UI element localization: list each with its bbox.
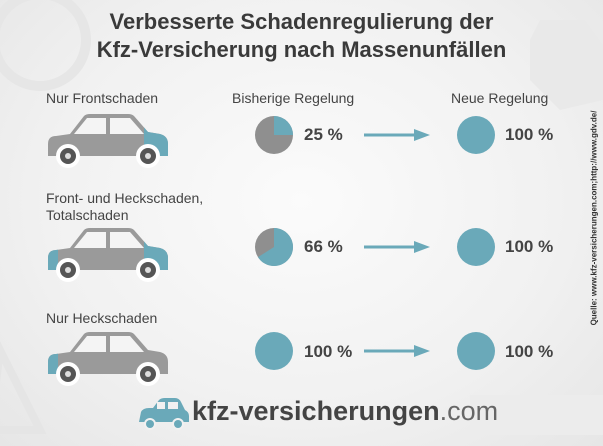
- pie-new-0-slice: [457, 116, 495, 154]
- car-front-rear-damage-icon: [48, 228, 168, 282]
- pie-new-row-1: [457, 116, 495, 154]
- car-window-rear: [74, 232, 106, 248]
- row-label-1: Nur Frontschaden: [46, 90, 158, 107]
- pie-old-2-slice: [255, 332, 293, 370]
- car-window-rear: [74, 336, 106, 352]
- car-body: [48, 228, 168, 270]
- car-window-front: [110, 232, 144, 248]
- pie-new-2-slice: [457, 332, 495, 370]
- row-label-3-line-1: Nur Heckschaden: [46, 310, 158, 326]
- title-line-1: Verbesserte Schadenregulierung der: [109, 9, 494, 34]
- row-label-2-line-2: Totalschaden: [46, 207, 129, 223]
- pie-new-row-3: [457, 332, 495, 370]
- car-window-front: [110, 118, 144, 134]
- row-label-2: Front- und Heckschaden, Totalschaden: [46, 190, 203, 224]
- brand-tld: .com: [439, 396, 499, 426]
- car-rear-damage: [48, 228, 58, 270]
- pie-old-0-slice: [274, 116, 293, 135]
- pct-old-row-1: 25 %: [304, 125, 343, 144]
- brand-name: kfz-versicherungen: [192, 396, 440, 426]
- brand-wordmark: kfz-versicherungen.com: [192, 396, 498, 427]
- pct-new-row-3: 100 %: [505, 342, 554, 361]
- pie-new-row-2: [457, 228, 495, 266]
- pie-old-1-slice: [257, 228, 294, 266]
- car-window-rear: [74, 118, 106, 134]
- car-window-front: [110, 336, 144, 352]
- pie-old-row-2: [255, 228, 294, 266]
- pct-old-row-3: 100 %: [304, 342, 353, 361]
- car-rear-damage-icon: [48, 332, 168, 386]
- row-label-2-line-1: Front- und Heckschaden,: [46, 190, 204, 206]
- title-line-2: Kfz-Versicherung nach Massenunfällen: [96, 37, 507, 62]
- pct-new-row-2: 100 %: [505, 237, 554, 256]
- column-head-new: Neue Regelung: [451, 90, 549, 106]
- arrow-icon: [364, 345, 430, 357]
- car-body: [48, 114, 168, 156]
- car-front-damage-icon: [48, 114, 168, 168]
- arrow-icon: [364, 129, 430, 141]
- source-note: Quelle: www.kfz-versicherungen.com;http:…: [589, 110, 599, 326]
- column-head-old: Bisherige Regelung: [232, 90, 355, 106]
- page-title: Verbesserte Schadenregulierung der Kfz-V…: [0, 8, 603, 64]
- pct-new-row-1: 100 %: [505, 125, 554, 144]
- row-label-1-line-1: Nur Frontschaden: [46, 90, 159, 106]
- arrow-icon: [364, 241, 430, 253]
- row-label-3: Nur Heckschaden: [46, 310, 157, 327]
- pie-new-1-slice: [457, 228, 495, 266]
- car-rear-damage: [48, 332, 58, 374]
- car-logo-icon: [139, 398, 189, 430]
- pct-old-row-2: 66 %: [304, 237, 343, 256]
- pie-old-row-3: [255, 332, 293, 370]
- pie-old-row-1: [255, 116, 293, 154]
- car-body: [48, 332, 168, 374]
